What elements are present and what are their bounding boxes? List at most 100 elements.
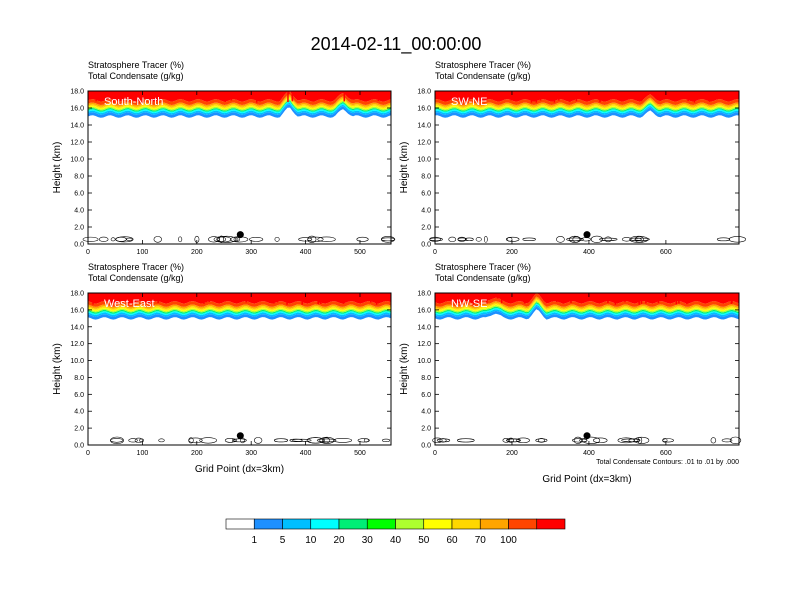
tracer-streak xyxy=(620,91,622,99)
condensate-contour xyxy=(432,437,443,444)
tracer-streak xyxy=(657,91,660,98)
tracer-streak xyxy=(276,293,279,303)
colorbar-label: 5 xyxy=(280,535,286,546)
tracer-streak xyxy=(575,91,578,102)
condensate-contour xyxy=(604,236,612,243)
tracer-streak xyxy=(504,91,507,97)
y-tick-label: 16.0 xyxy=(417,106,431,113)
condensate-contour xyxy=(429,237,443,242)
condensate-contour xyxy=(292,438,312,442)
condensate-contour xyxy=(629,235,649,243)
y-tick-label: 18.0 xyxy=(417,291,431,298)
tracer-streak xyxy=(139,91,141,103)
condensate-contour xyxy=(274,236,280,242)
condensate-contour xyxy=(502,438,511,443)
tracer-streak xyxy=(565,293,568,296)
tracer-streak xyxy=(445,91,448,99)
tracer-streak xyxy=(359,91,362,101)
tracer-streak xyxy=(313,91,315,102)
tracer-band xyxy=(88,100,391,112)
tracer-streak xyxy=(102,91,104,99)
tracer-streak xyxy=(317,91,320,97)
x-tick-label: 600 xyxy=(660,249,672,256)
x-axis-label: Grid Point (dx=3km) xyxy=(195,464,284,475)
tracer-streak xyxy=(134,91,137,96)
y-tick-label: 2.0 xyxy=(421,225,431,232)
condensate-contour xyxy=(178,236,183,243)
tracer-streak xyxy=(693,91,696,103)
tracer-streak xyxy=(256,91,258,103)
condensate-contour xyxy=(199,437,217,444)
tracer-streak xyxy=(253,91,256,100)
y-tick-label: 16.0 xyxy=(70,307,84,314)
tracer-streak xyxy=(273,293,275,304)
x-tick-label: 200 xyxy=(506,450,518,457)
condensate-contour xyxy=(457,237,467,242)
condensate-contour xyxy=(253,437,263,444)
tracer-streak xyxy=(220,91,223,98)
tracer-streak xyxy=(288,91,290,95)
tracer-band xyxy=(88,102,391,115)
x-tick-label: 400 xyxy=(300,249,312,256)
tracer-streak xyxy=(490,91,493,97)
y-tick-label: 16.0 xyxy=(70,106,84,113)
tracer-streak xyxy=(543,293,545,301)
tracer-streak xyxy=(556,293,558,303)
tracer-band xyxy=(435,293,739,304)
tracer-streak xyxy=(223,91,225,101)
tracer-streak xyxy=(465,293,467,297)
y-tick-label: 2.0 xyxy=(421,426,431,433)
tracer-streak xyxy=(192,293,195,298)
condensate-contour xyxy=(593,437,608,444)
x-tick-label: 0 xyxy=(86,249,90,256)
condensate-contour xyxy=(217,235,237,243)
y-tick-label: 10.0 xyxy=(417,157,431,164)
location-marker xyxy=(583,432,591,440)
condensate-contour xyxy=(153,236,162,243)
tracer-streak xyxy=(348,91,350,94)
condensate-contour xyxy=(218,235,224,243)
tracer-band xyxy=(88,101,391,114)
tracer-band xyxy=(435,293,739,307)
condensate-contour xyxy=(333,437,353,443)
tracer-streak xyxy=(122,91,125,101)
tracer-band xyxy=(88,91,391,105)
condensate-contour xyxy=(505,236,520,242)
tracer-streak xyxy=(557,91,559,98)
tracer-streak xyxy=(677,293,680,301)
y-tick-label: 12.0 xyxy=(417,140,431,147)
x-tick-label: 500 xyxy=(354,450,366,457)
x-tick-label: 200 xyxy=(506,249,518,256)
colorbar-swatch xyxy=(508,518,538,530)
tracer-band xyxy=(435,107,739,118)
tracer-streak xyxy=(624,293,626,303)
tracer-band xyxy=(88,301,391,307)
tracer-band xyxy=(435,94,739,105)
tracer-streak xyxy=(504,293,506,296)
tracer-streak xyxy=(573,91,576,98)
panel-1: Stratosphere Tracer (%)Total Condensate … xyxy=(52,60,396,256)
x-tick-label: 0 xyxy=(433,249,437,256)
tracer-streak xyxy=(157,293,159,304)
tracer-streak xyxy=(640,293,643,296)
tracer-band xyxy=(435,97,739,107)
tracer-band xyxy=(435,100,739,110)
tracer-streak xyxy=(153,91,155,99)
tracer-streak xyxy=(695,293,697,300)
condensate-contour xyxy=(538,438,545,443)
tracer-streak xyxy=(257,293,259,297)
tracer-band xyxy=(435,303,739,315)
colorbar-label: 70 xyxy=(475,535,487,546)
panel-location-label: SW-NE xyxy=(451,96,487,108)
tracer-streak xyxy=(350,293,353,301)
tracer-streak xyxy=(368,91,371,95)
tracer-streak xyxy=(129,91,131,101)
y-tick-label: 12.0 xyxy=(417,341,431,348)
tracer-streak xyxy=(177,293,179,295)
condensate-contour xyxy=(516,437,530,444)
tracer-streak xyxy=(186,91,188,100)
colorbar-label: 40 xyxy=(390,535,402,546)
condensate-contour xyxy=(572,438,588,443)
tracer-streak xyxy=(287,91,289,103)
tracer-streak xyxy=(203,293,205,304)
